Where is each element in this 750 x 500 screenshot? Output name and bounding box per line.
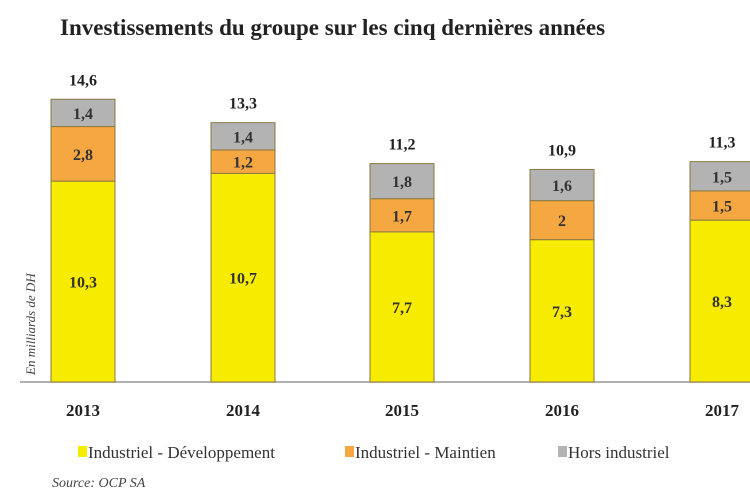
total-label: 13,3 bbox=[229, 96, 257, 113]
segment-label: 2 bbox=[558, 213, 566, 230]
legend-entry: Industriel - Maintien bbox=[355, 443, 496, 462]
segment-label: 10,7 bbox=[229, 271, 257, 288]
bar-segment bbox=[50, 126, 116, 182]
bar-segment bbox=[50, 98, 116, 128]
source-note: Source: OCP SA bbox=[52, 476, 146, 491]
bar-segment bbox=[689, 219, 750, 383]
segment-label: 1,5 bbox=[712, 199, 732, 216]
segment-label: 2,8 bbox=[73, 147, 93, 164]
segment-label: 1,5 bbox=[712, 169, 732, 186]
total-label: 14,6 bbox=[69, 72, 97, 89]
segment-label: 7,3 bbox=[552, 304, 572, 321]
segment-label: 1,7 bbox=[392, 208, 412, 225]
segment-label: 8,3 bbox=[712, 294, 732, 311]
bar-segment bbox=[369, 163, 435, 200]
bar-segment bbox=[369, 231, 435, 383]
bar-segment bbox=[689, 161, 750, 192]
legend-swatch bbox=[345, 446, 354, 457]
bar-segment bbox=[689, 190, 750, 221]
x-tick-label: 2013 bbox=[66, 401, 100, 420]
legend-swatch bbox=[558, 446, 567, 457]
segment-label: 1,6 bbox=[552, 178, 572, 195]
bar-segment bbox=[210, 122, 276, 151]
bar-segment bbox=[210, 172, 276, 383]
bar-segment bbox=[50, 180, 116, 383]
segment-label: 1,8 bbox=[392, 174, 412, 191]
segment-label: 1,2 bbox=[233, 155, 253, 172]
x-tick-label: 2016 bbox=[545, 401, 579, 420]
segment-label: 1,4 bbox=[233, 129, 253, 146]
bar-segment bbox=[529, 239, 595, 383]
segment-label: 1,4 bbox=[73, 106, 93, 123]
segment-label: 7,7 bbox=[392, 300, 412, 317]
legend-swatch bbox=[78, 446, 87, 457]
total-label: 10,9 bbox=[548, 142, 576, 159]
bar-segment bbox=[529, 168, 595, 202]
segment-label: 10,3 bbox=[69, 275, 97, 292]
total-label: 11,3 bbox=[708, 135, 735, 152]
total-label: 11,2 bbox=[388, 137, 415, 154]
legend-entry: Hors industriel bbox=[568, 443, 670, 462]
chart-title: Investissements du groupe sur les cinq d… bbox=[60, 15, 605, 40]
bar-segment bbox=[369, 198, 435, 233]
legend-entry: Industriel - Développement bbox=[88, 443, 275, 462]
x-tick-label: 2017 bbox=[705, 401, 740, 420]
y-axis-label: En milliards de DH bbox=[23, 273, 38, 376]
x-tick-label: 2014 bbox=[226, 401, 261, 420]
x-tick-label: 2015 bbox=[385, 401, 419, 420]
